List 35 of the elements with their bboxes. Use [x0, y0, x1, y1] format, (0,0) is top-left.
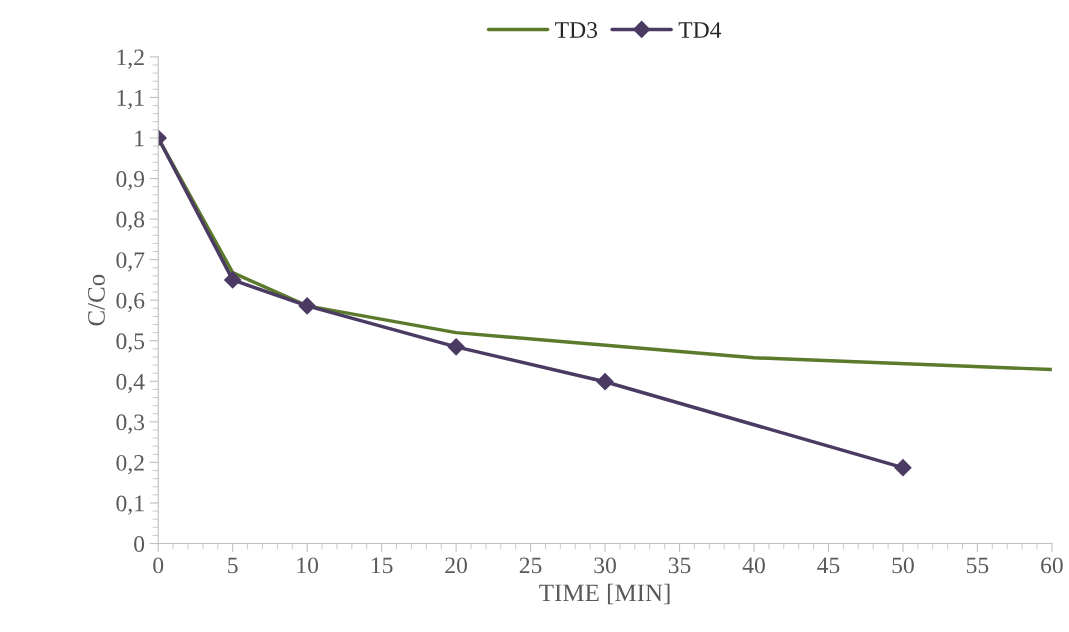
y-tick-label: 1: [135, 130, 144, 147]
y-tick-label: 0,2: [116, 454, 144, 475]
point: [298, 297, 316, 315]
y-tick-label: 0,6: [116, 292, 145, 313]
x-tick-label: 45: [817, 557, 840, 574]
x-tick-label: 20: [445, 557, 468, 574]
legend-label: TD4: [678, 22, 722, 38]
y-tick-label: 0,5: [116, 333, 145, 353]
point: [894, 459, 912, 477]
x-tick-label: 25: [519, 557, 542, 574]
x-tick-label: 55: [966, 557, 989, 574]
y-tick-label: 0,1: [116, 495, 144, 515]
y-tick-label: 0: [134, 536, 145, 552]
x-axis-title: TIME [MIN]: [539, 583, 670, 605]
x-tick-label: 40: [742, 557, 765, 574]
y-axis-title: C/Co: [88, 274, 105, 326]
x-tick-label: 15: [371, 557, 393, 574]
point: [596, 373, 614, 391]
x-tick-label: 5: [228, 557, 238, 574]
y-tick-label: 1,2: [117, 49, 144, 69]
legend-label: TD3: [555, 22, 598, 38]
x-tick-label: 60: [1041, 557, 1063, 574]
y-tick-label: 0,4: [116, 373, 145, 394]
x-tick-label: 35: [668, 557, 691, 574]
y-tick-label: 0,3: [116, 414, 145, 434]
y-tick-label: 0,9: [116, 171, 145, 191]
x-tick-label: 0: [153, 557, 164, 574]
point: [224, 271, 242, 289]
x-tick-label: 30: [594, 557, 616, 574]
x-tick-label: 10: [297, 557, 319, 574]
y-tick-label: 1,1: [117, 90, 144, 110]
point: [447, 338, 465, 356]
y-tick-label: 0,8: [116, 211, 145, 231]
x-tick-label: 50: [892, 557, 914, 574]
y-tick-label: 0,7: [116, 252, 145, 272]
